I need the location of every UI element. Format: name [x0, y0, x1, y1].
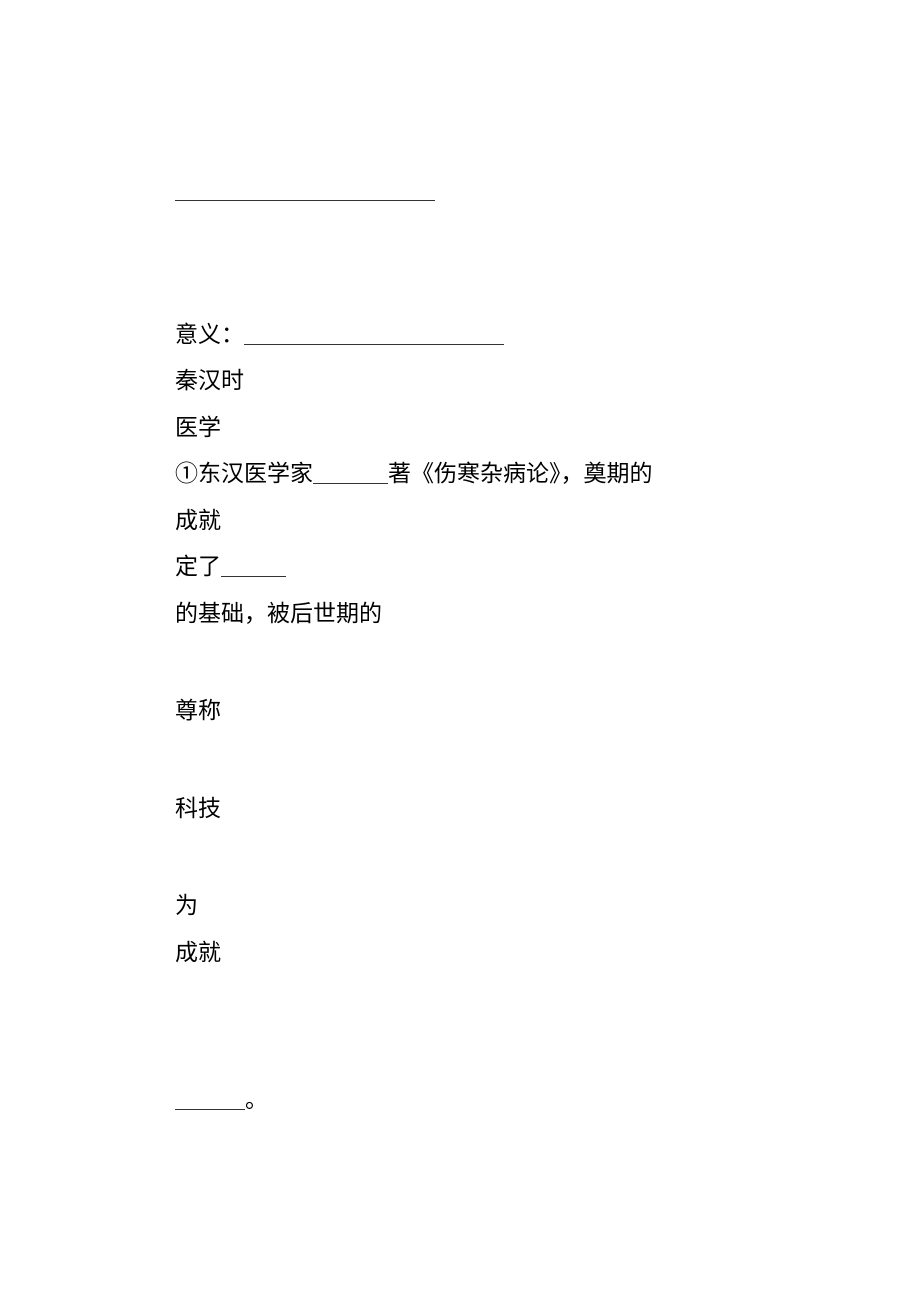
- text-period: 。: [245, 1087, 268, 1112]
- blank-foundation: [221, 555, 286, 577]
- top-blank-line: [175, 180, 745, 215]
- line-achievement2: 成就: [175, 936, 745, 971]
- text-donghan-suffix: 著《伤寒杂病论》，奠期的: [388, 461, 653, 486]
- line-medicine: 医学: [175, 411, 745, 446]
- meaning-label: 意义：: [175, 322, 244, 347]
- text-achievement2: 成就: [175, 940, 221, 965]
- blank-meaning: [244, 323, 504, 345]
- blank-rule-1: [175, 199, 435, 201]
- line-honor: 尊称: [175, 694, 745, 729]
- line-meaning: 意义：: [175, 318, 745, 353]
- blank-physician: [313, 462, 388, 484]
- line-dingle: 定了: [175, 550, 745, 585]
- text-dingle-prefix: 定了: [175, 554, 221, 579]
- blank-final: [175, 1088, 245, 1110]
- line-foundation: 的基础，被后世期的: [175, 597, 745, 632]
- text-qinhan: 秦汉时: [175, 368, 244, 393]
- line-qinhan: 秦汉时: [175, 364, 745, 399]
- document-content: 意义： 秦汉时 医学 ①东汉医学家 著《伤寒杂病论》，奠期的 成就 定了 的基础，…: [175, 180, 745, 1118]
- text-foundation: 的基础，被后世期的: [175, 601, 382, 626]
- text-medicine: 医学: [175, 415, 221, 440]
- text-achievement: 成就: [175, 508, 221, 533]
- line-donghan: ①东汉医学家 著《伤寒杂病论》，奠期的: [175, 457, 745, 492]
- text-wei: 为: [175, 893, 198, 918]
- text-tech: 科技: [175, 796, 221, 821]
- line-final: 。: [175, 1083, 745, 1118]
- line-wei: 为: [175, 889, 745, 924]
- text-donghan-prefix: ①东汉医学家: [175, 461, 313, 486]
- text-honor: 尊称: [175, 698, 221, 723]
- line-achievement: 成就: [175, 504, 745, 539]
- line-tech: 科技: [175, 792, 745, 827]
